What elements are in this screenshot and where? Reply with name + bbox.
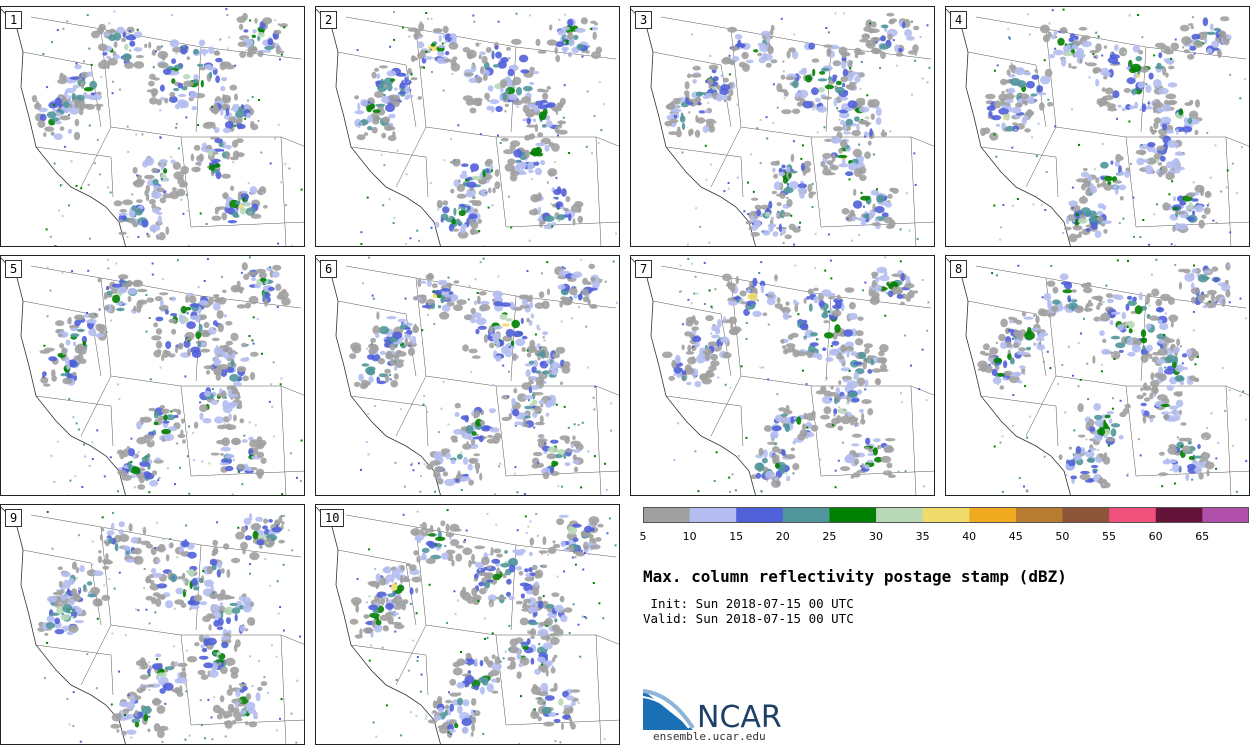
logo-text: NCAR bbox=[697, 700, 782, 735]
colorbar-tick: 30 bbox=[869, 530, 883, 543]
colorbar-segment bbox=[1155, 507, 1203, 523]
colorbar-segment bbox=[876, 507, 924, 523]
colorbar-tick: 25 bbox=[822, 530, 837, 543]
member-label: 10 bbox=[320, 509, 345, 527]
colorbar-segment bbox=[922, 507, 970, 523]
radar-map-5 bbox=[1, 256, 304, 495]
member-panel-6: 6 bbox=[315, 255, 620, 496]
colorbar-tick: 35 bbox=[915, 530, 930, 543]
colorbar-tick: 5 bbox=[639, 530, 647, 543]
radar-map-3 bbox=[631, 8, 934, 246]
radar-map-2 bbox=[316, 8, 619, 246]
radar-map-8 bbox=[946, 257, 1249, 495]
radar-map-6 bbox=[316, 256, 619, 495]
member-panel-3: 3 bbox=[630, 6, 935, 247]
colorbar-tick: 40 bbox=[962, 530, 977, 543]
radar-map-10 bbox=[316, 506, 619, 744]
colorbar-segment bbox=[969, 507, 1017, 523]
member-panel-5: 5 bbox=[0, 255, 305, 496]
colorbar-segment bbox=[1015, 507, 1064, 523]
member-label: 4 bbox=[950, 11, 968, 29]
member-panel-2: 2 bbox=[315, 6, 620, 247]
colorbar bbox=[643, 507, 1249, 523]
colorbar-tick: 55 bbox=[1102, 530, 1116, 543]
member-label: 8 bbox=[950, 260, 968, 278]
member-panel-8: 8 bbox=[945, 255, 1250, 496]
member-label: 9 bbox=[5, 509, 23, 527]
logo-url: ensemble.ucar.edu bbox=[653, 730, 766, 743]
radar-map-9 bbox=[1, 506, 304, 744]
colorbar-segment bbox=[829, 507, 877, 523]
valid-time: Valid: Sun 2018-07-15 00 UTC bbox=[643, 611, 854, 626]
radar-map-7 bbox=[631, 256, 934, 495]
member-label: 7 bbox=[635, 260, 653, 278]
member-panel-10: 10 bbox=[315, 504, 620, 745]
member-label: 5 bbox=[5, 260, 23, 278]
colorbar-segment bbox=[689, 507, 737, 523]
colorbar-segment bbox=[643, 507, 691, 523]
member-label: 1 bbox=[5, 11, 23, 29]
colorbar-tick: 60 bbox=[1148, 530, 1163, 543]
colorbar-tick: 65 bbox=[1195, 530, 1210, 543]
init-time: Init: Sun 2018-07-15 00 UTC bbox=[643, 596, 854, 611]
colorbar-segment bbox=[782, 507, 830, 523]
radar-map-4 bbox=[946, 8, 1249, 246]
colorbar-tick: 20 bbox=[775, 530, 790, 543]
member-panel-4: 4 bbox=[945, 6, 1250, 247]
member-label: 2 bbox=[320, 11, 338, 29]
page-title: Max. column reflectivity postage stamp (… bbox=[643, 567, 1067, 586]
member-panel-9: 9 bbox=[0, 504, 305, 745]
colorbar-segment bbox=[1062, 507, 1110, 523]
colorbar-tick: 15 bbox=[729, 530, 744, 543]
ncar-logo-icon bbox=[643, 689, 695, 730]
colorbar-segment bbox=[1109, 507, 1157, 523]
colorbar-segment bbox=[1202, 507, 1249, 523]
member-label: 3 bbox=[635, 11, 653, 29]
member-panel-1: 1 bbox=[0, 6, 305, 247]
colorbar-segment bbox=[736, 507, 784, 523]
colorbar-tick: 50 bbox=[1055, 530, 1070, 543]
member-label: 6 bbox=[320, 260, 338, 278]
member-panel-7: 7 bbox=[630, 255, 935, 496]
colorbar-tick: 10 bbox=[682, 530, 697, 543]
radar-map-1 bbox=[1, 8, 304, 246]
colorbar-tick: 45 bbox=[1008, 530, 1023, 543]
